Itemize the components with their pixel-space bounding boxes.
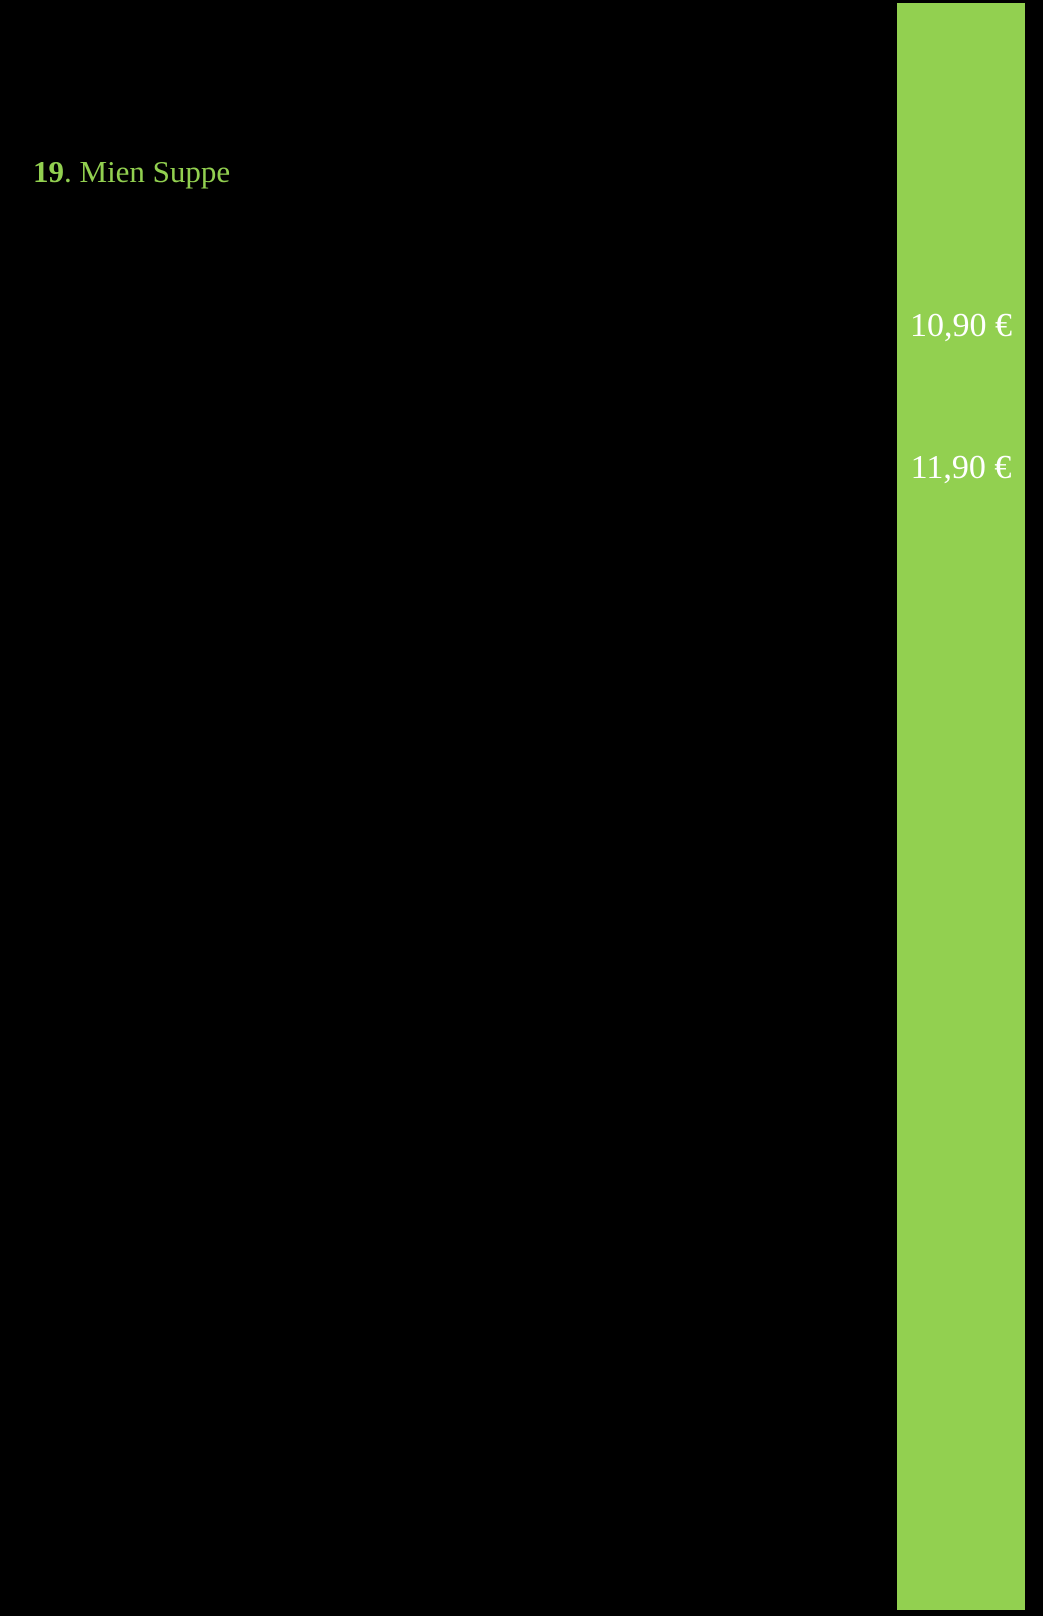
menu-item-title: 19. Mien Suppe [2,112,230,232]
menu-item-separator: . [64,154,80,189]
menu-item-name: Mien Suppe [79,154,231,189]
price-value: 10,90 € [910,307,1012,344]
price-value: 11,90 € [910,449,1012,486]
price-column: 10,90 € 11,90 € [897,3,1025,1610]
menu-item-number: 19 [33,154,64,189]
